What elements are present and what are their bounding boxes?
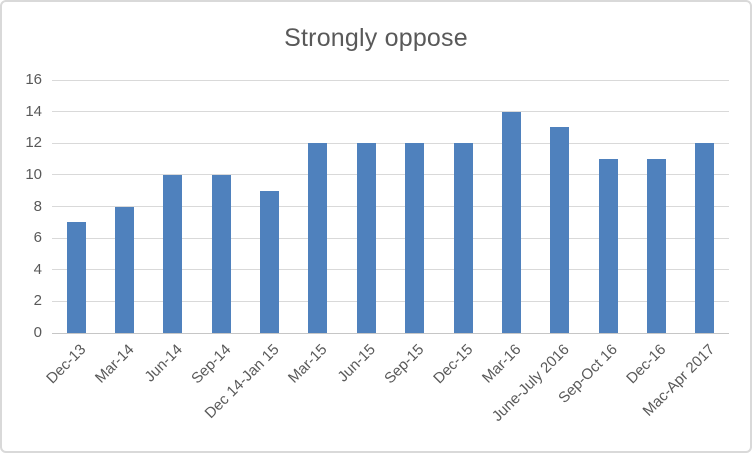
- x-axis-line: [52, 332, 729, 334]
- bar: [695, 143, 715, 333]
- gridline: [52, 300, 729, 302]
- x-axis-tick-label: Jun-14: [141, 341, 186, 386]
- x-axis-tick-label: Mar-14: [91, 341, 138, 387]
- y-axis-tick-label: 16: [25, 71, 42, 88]
- x-axis-tick-label: Jun-15: [334, 341, 380, 386]
- plot-area: [52, 79, 729, 334]
- bar: [501, 111, 521, 333]
- bar: [453, 143, 473, 333]
- gridline: [52, 142, 729, 144]
- y-axis-tick-label: 8: [33, 197, 42, 215]
- x-axis-tick-label: Dec-16: [623, 341, 670, 388]
- gridline: [52, 79, 729, 81]
- x-axis-tick-label: Dec-13: [42, 341, 90, 388]
- y-axis-tick-label: 10: [25, 165, 42, 183]
- bar: [405, 143, 425, 333]
- bar: [356, 143, 376, 333]
- gridline: [52, 237, 729, 239]
- bar: [115, 206, 135, 333]
- x-axis-tick-label: Sep-15: [381, 341, 428, 388]
- y-axis-tick-label: 12: [25, 134, 42, 152]
- bar: [308, 143, 328, 333]
- x-axis-tick-label: Mar-16: [478, 341, 525, 387]
- bar: [550, 127, 570, 333]
- bar: [163, 174, 183, 333]
- y-axis-labels: 0 2 4 6 8 10 12 14 16: [2, 71, 42, 341]
- x-axis-tick-label: Dec-15: [429, 341, 477, 388]
- y-axis-tick-label: 0: [33, 324, 42, 341]
- bar: [646, 159, 666, 333]
- bar: [598, 159, 618, 333]
- bar: [66, 222, 86, 333]
- x-axis-tick-label: Mar-15: [285, 341, 331, 387]
- bar: [260, 190, 280, 333]
- bar: [211, 174, 231, 333]
- y-axis-tick-label: 2: [33, 292, 42, 310]
- y-axis-tick-label: 6: [33, 229, 42, 247]
- y-axis-tick-label: 4: [33, 260, 42, 278]
- gridline: [52, 174, 729, 176]
- gridline: [52, 269, 729, 271]
- gridline: [52, 111, 729, 113]
- y-axis-tick-label: 14: [25, 102, 42, 120]
- chart-title: Strongly oppose: [284, 24, 468, 52]
- gridline: [52, 206, 729, 207]
- x-axis-tick-label: Sep-14: [188, 341, 235, 388]
